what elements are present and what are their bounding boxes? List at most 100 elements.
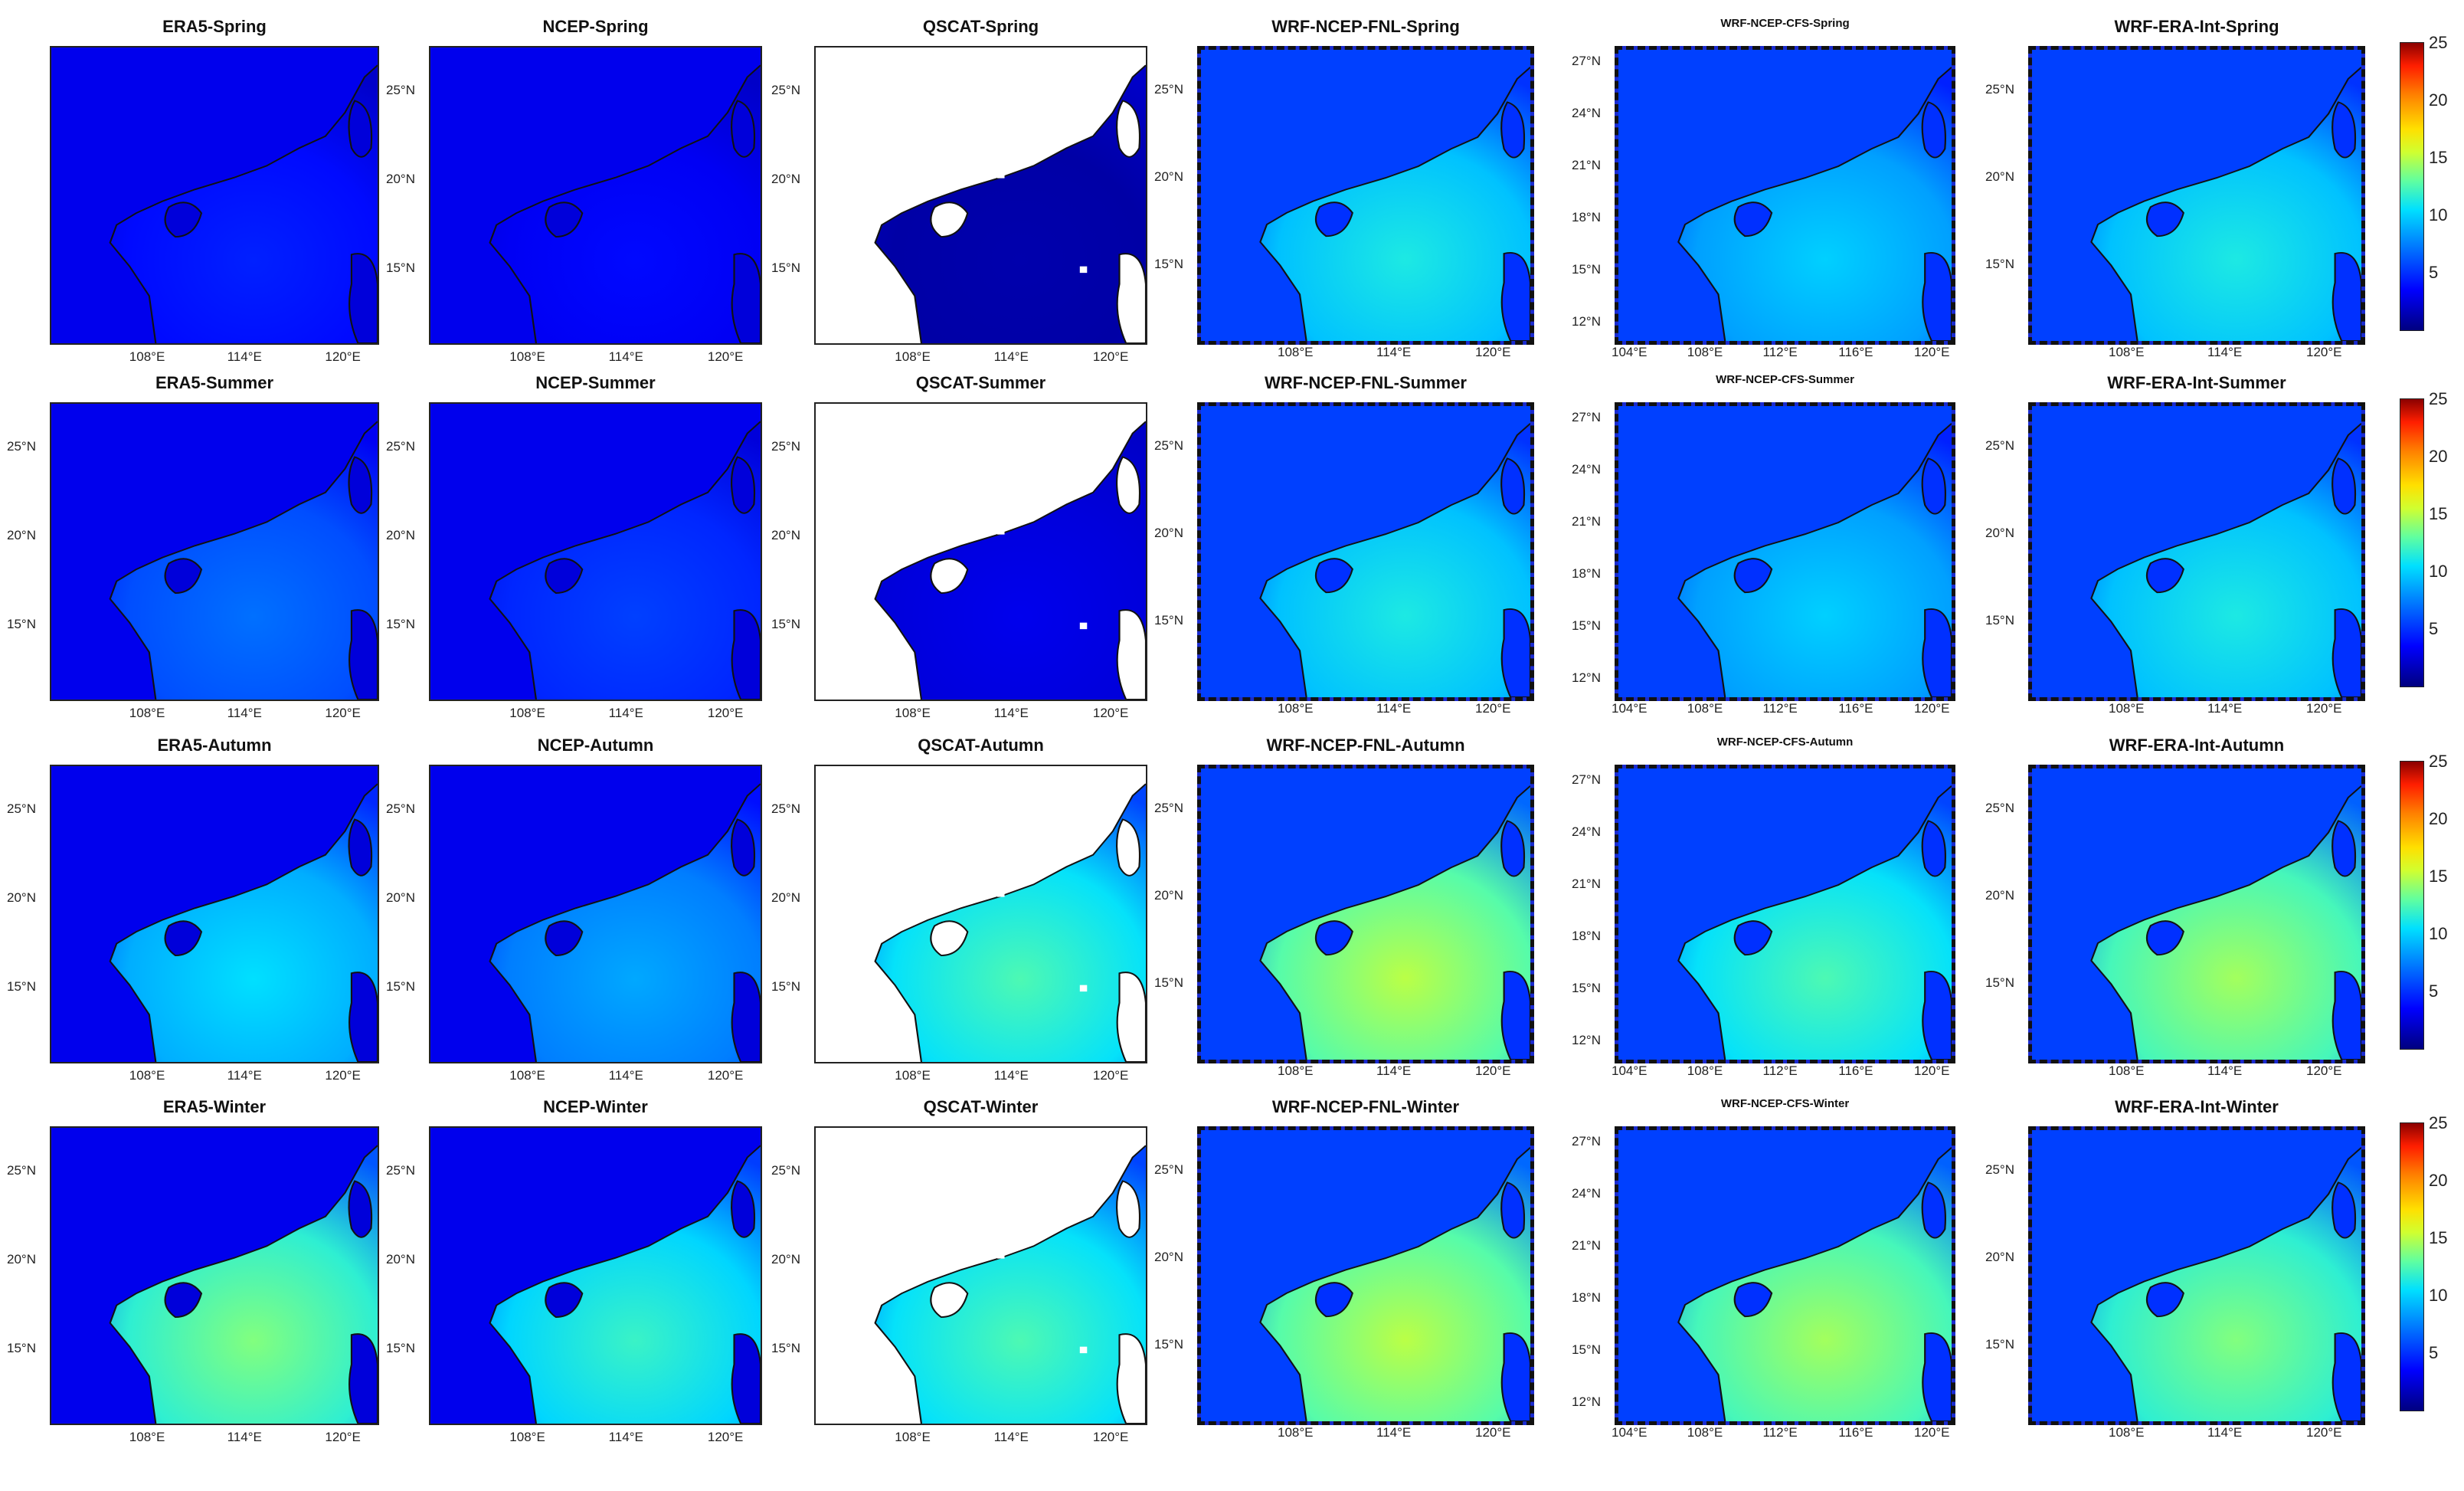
longitude-tick-label: 104°E — [1612, 701, 1648, 716]
island — [731, 972, 761, 1062]
wind-speed-map — [816, 1128, 1146, 1424]
longitude-tick-label: 114°E — [227, 1430, 262, 1444]
panel-title: ERA5-Spring — [162, 17, 267, 36]
land-area — [430, 404, 761, 700]
panel-title: WRF-ERA-Int-Winter — [2115, 1097, 2279, 1116]
map-panel: WRF-NCEP-FNL-Spring 25°N 20°N 15°N 108°E 114°… — [1154, 15, 1534, 383]
panel-title: NCEP-Spring — [542, 17, 649, 36]
latitude-tick-label: 25°N — [1154, 438, 1183, 453]
longitude-tick-label: 108°E — [1687, 701, 1723, 716]
island — [348, 1180, 373, 1238]
island — [930, 558, 969, 595]
panel-title: QSCAT-Summer — [915, 373, 1046, 392]
latitude-tick-label: 25°N — [386, 801, 415, 816]
longitude-tick-label: 114°E — [993, 706, 1029, 720]
map-frame — [814, 402, 1147, 701]
map-panel: WRF-NCEP-CFS-Winter 27°N 24°N 21°N 18°N 15°N 1… — [1572, 1096, 1955, 1463]
panel-title: NCEP-Autumn — [537, 736, 654, 755]
land-area — [51, 404, 378, 700]
latitude-tick-label: 20°N — [1154, 169, 1183, 184]
wind-speed-map — [430, 48, 761, 343]
longitude-tick-label: 114°E — [993, 1068, 1029, 1083]
longitude-tick-label: 108°E — [509, 1068, 545, 1083]
land-area — [1201, 50, 1530, 341]
longitude-tick-label: 120°E — [707, 706, 744, 720]
latitude-tick-label: 15°N — [1154, 1337, 1183, 1352]
latitude-tick-label: 20°N — [386, 890, 415, 905]
land-area — [816, 766, 1146, 1062]
map-frame — [1615, 765, 1955, 1063]
wind-speed-map — [2032, 768, 2361, 1060]
map-frame — [1197, 402, 1534, 701]
longitude-tick-label: 120°E — [1092, 1430, 1129, 1444]
island — [2331, 252, 2361, 341]
colorbar-tick-label: 10 — [2429, 924, 2448, 943]
longitude-tick-label: 116°E — [1838, 1063, 1873, 1078]
colorbar-tick-label: 15 — [2429, 504, 2448, 523]
longitude-tick-label: 108°E — [509, 706, 545, 720]
island — [1116, 609, 1146, 700]
map-frame — [50, 1126, 379, 1425]
latitude-tick-label: 20°N — [7, 1251, 36, 1267]
latitude-tick-label: 25°N — [771, 82, 800, 97]
longitude-tick-label: 120°E — [707, 1068, 744, 1083]
coastline — [489, 64, 761, 343]
coastline — [1677, 785, 1952, 1060]
map-frame — [1615, 402, 1955, 701]
colorbar-gradient — [2400, 398, 2424, 687]
latitude-tick-label: 25°N — [1154, 801, 1183, 815]
panel-title: QSCAT-Spring — [922, 17, 1039, 36]
map-panel: NCEP-Spring 25°N 20°N 15°N 108°E 114°E 120°E — [386, 15, 762, 383]
longitude-tick-label: 120°E — [1475, 1063, 1511, 1078]
wind-speed-map — [51, 766, 378, 1062]
map-frame — [814, 765, 1147, 1063]
colorbar-tick-label: 10 — [2429, 205, 2448, 224]
coastline — [2090, 423, 2361, 697]
panel-title: WRF-NCEP-CFS-Winter — [1720, 1097, 1850, 1110]
latitude-tick-label: 15°N — [386, 260, 415, 275]
latitude-tick-label: 24°N — [1572, 824, 1601, 839]
coastline — [2090, 67, 2361, 341]
panel-title: QSCAT-Winter — [923, 1097, 1039, 1116]
land-area — [1618, 50, 1952, 341]
wind-speed-map — [816, 404, 1146, 700]
land-area — [1618, 406, 1952, 697]
land-area — [1618, 1130, 1952, 1421]
longitude-tick-label: 114°E — [1376, 1063, 1412, 1078]
wind-speed-map — [1618, 406, 1952, 697]
map-frame — [814, 46, 1147, 345]
island — [164, 558, 203, 595]
longitude-tick-label: 114°E — [993, 349, 1029, 364]
map-panel: NCEP-Autumn 25°N 20°N 15°N 108°E 114°E 120°E — [386, 734, 762, 1102]
latitude-tick-label: 25°N — [7, 1162, 36, 1178]
land-area — [51, 1128, 378, 1424]
wind-speed-map — [51, 1128, 378, 1424]
panel-title: NCEP-Winter — [543, 1097, 648, 1116]
island — [1314, 1282, 1353, 1318]
latitude-tick-label: 25°N — [7, 801, 36, 816]
longitude-tick-label: 120°E — [707, 1430, 744, 1444]
latitude-tick-label: 20°N — [1985, 526, 2014, 540]
latitude-tick-label: 12°N — [1572, 670, 1601, 685]
longitude-tick-label: 114°E — [2207, 1425, 2243, 1440]
latitude-tick-label: 15°N — [386, 616, 415, 631]
island — [1500, 1181, 1526, 1239]
latitude-tick-label: 15°N — [771, 616, 800, 631]
longitude-tick-label: 114°E — [2207, 701, 2243, 716]
latitude-tick-label: 25°N — [771, 801, 800, 816]
island — [1116, 1180, 1141, 1238]
coastline — [2090, 785, 2361, 1060]
island — [731, 100, 756, 158]
island — [1733, 920, 1773, 956]
land-area — [430, 48, 761, 343]
latitude-tick-label: 15°N — [1572, 1342, 1601, 1357]
colorbar: 5 10 15 20 25 — [2400, 1113, 2447, 1411]
map-panel: WRF-NCEP-CFS-Summer 27°N 24°N 21°N 18°N 15°N 1… — [1572, 372, 1955, 739]
longitude-tick-label: 108°E — [895, 1068, 931, 1083]
island — [1733, 558, 1773, 594]
island — [2331, 1181, 2357, 1239]
island — [731, 456, 756, 514]
coastline — [1259, 67, 1530, 341]
map-frame — [1615, 1126, 1955, 1425]
